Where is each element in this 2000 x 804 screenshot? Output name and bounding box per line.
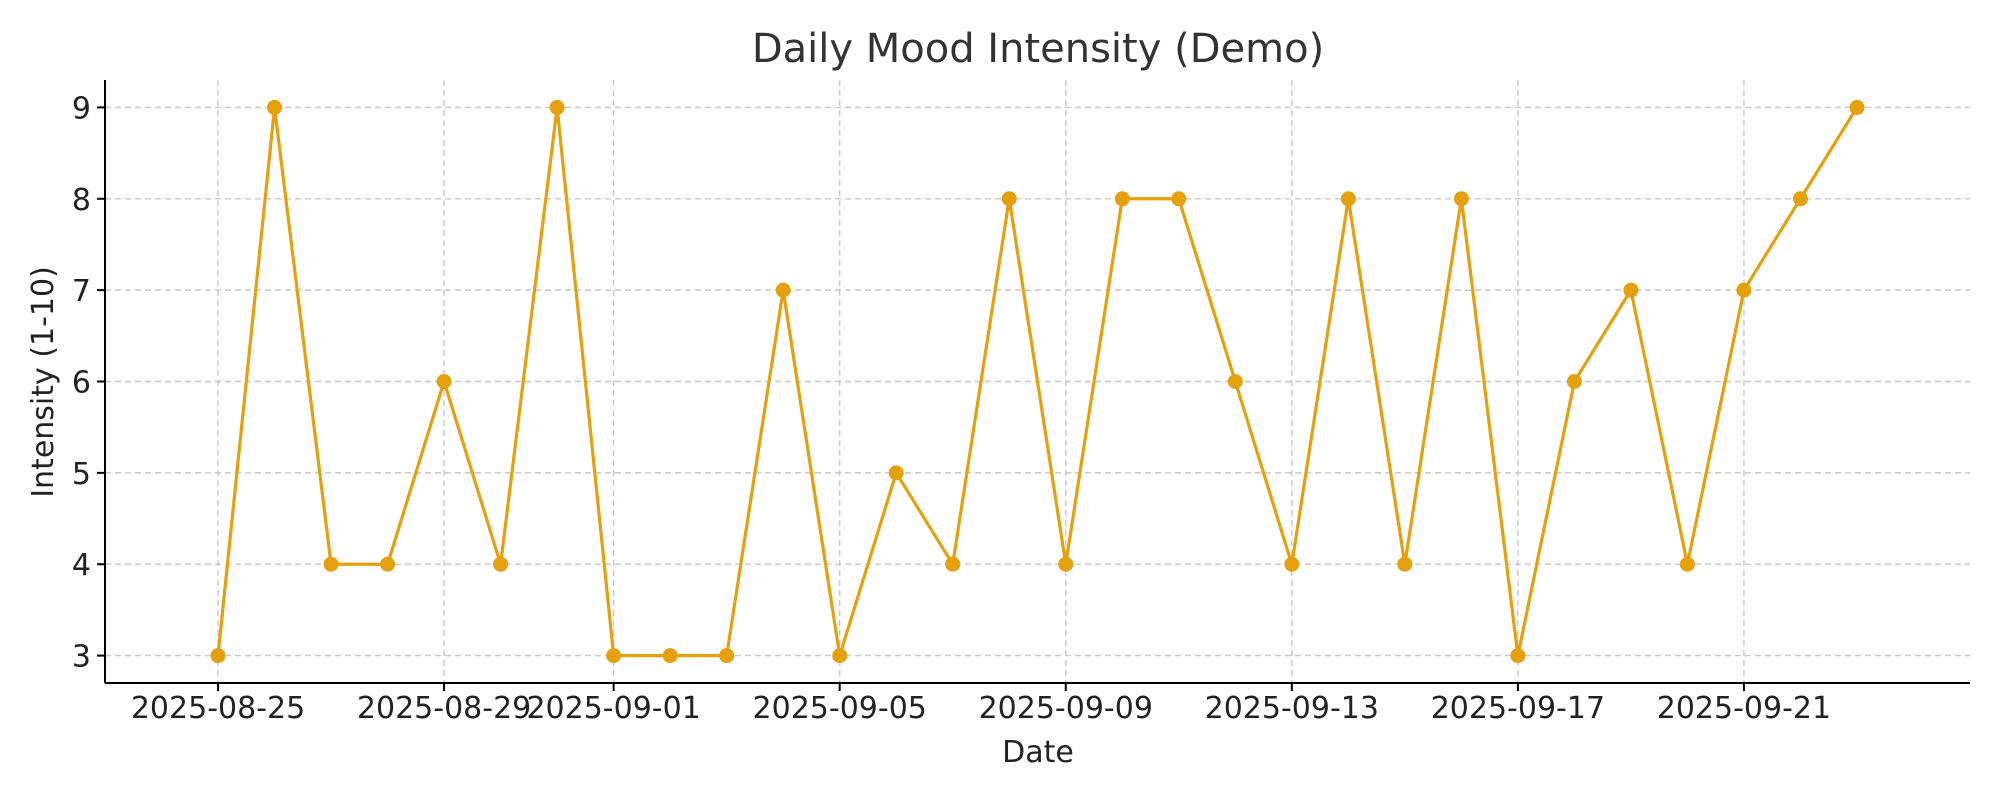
y-axis-label: Intensity (1-10) (26, 266, 61, 498)
data-point (1171, 191, 1187, 207)
series-line (216, 105, 1859, 658)
y-tick-label: 7 (72, 274, 91, 309)
data-point (719, 648, 735, 664)
x-tick-label: 2025-09-09 (979, 691, 1153, 726)
data-point (1849, 99, 1865, 115)
x-tick-label: 2025-08-25 (131, 691, 305, 726)
data-point (1623, 282, 1639, 298)
data-point (493, 556, 509, 572)
y-tick-label: 8 (72, 183, 91, 218)
data-point (1001, 191, 1017, 207)
data-point (380, 556, 396, 572)
data-point (888, 465, 904, 481)
data-point (1227, 374, 1243, 389)
y-tick-label: 9 (72, 91, 91, 126)
data-point (323, 556, 339, 572)
data-point (1679, 556, 1695, 572)
data-point (1284, 556, 1300, 572)
data-point (1566, 374, 1582, 389)
data-point (1453, 191, 1469, 207)
y-tick-label: 6 (72, 366, 91, 401)
y-tick-label: 3 (72, 640, 91, 675)
x-tick-label: 2025-09-13 (1205, 691, 1379, 726)
data-point (1736, 282, 1752, 298)
data-point (775, 282, 791, 298)
data-point (210, 648, 226, 664)
data-point (945, 556, 961, 572)
series-layer (210, 99, 1865, 664)
data-point (1510, 648, 1526, 664)
y-tick-label: 4 (72, 548, 91, 583)
data-point (1114, 191, 1130, 207)
data-point (1058, 556, 1074, 572)
data-point (606, 648, 622, 664)
data-point (267, 99, 283, 115)
data-point (832, 648, 848, 664)
x-tick-label: 2025-09-21 (1657, 691, 1831, 726)
y-tick-label: 5 (72, 457, 91, 492)
x-tick-label: 2025-09-05 (753, 691, 927, 726)
x-tick-label: 2025-08-29 (357, 691, 531, 726)
data-point (1340, 191, 1356, 207)
data-point (662, 648, 678, 664)
data-point (1397, 556, 1413, 572)
x-axis-label: Date (1002, 735, 1074, 770)
data-point (1792, 191, 1808, 207)
chart-title: Daily Mood Intensity (Demo) (752, 26, 1324, 72)
x-tick-label: 2025-09-17 (1431, 691, 1605, 726)
x-tick-label: 2025-09-01 (526, 691, 700, 726)
data-point (549, 99, 565, 115)
data-point (436, 374, 452, 389)
